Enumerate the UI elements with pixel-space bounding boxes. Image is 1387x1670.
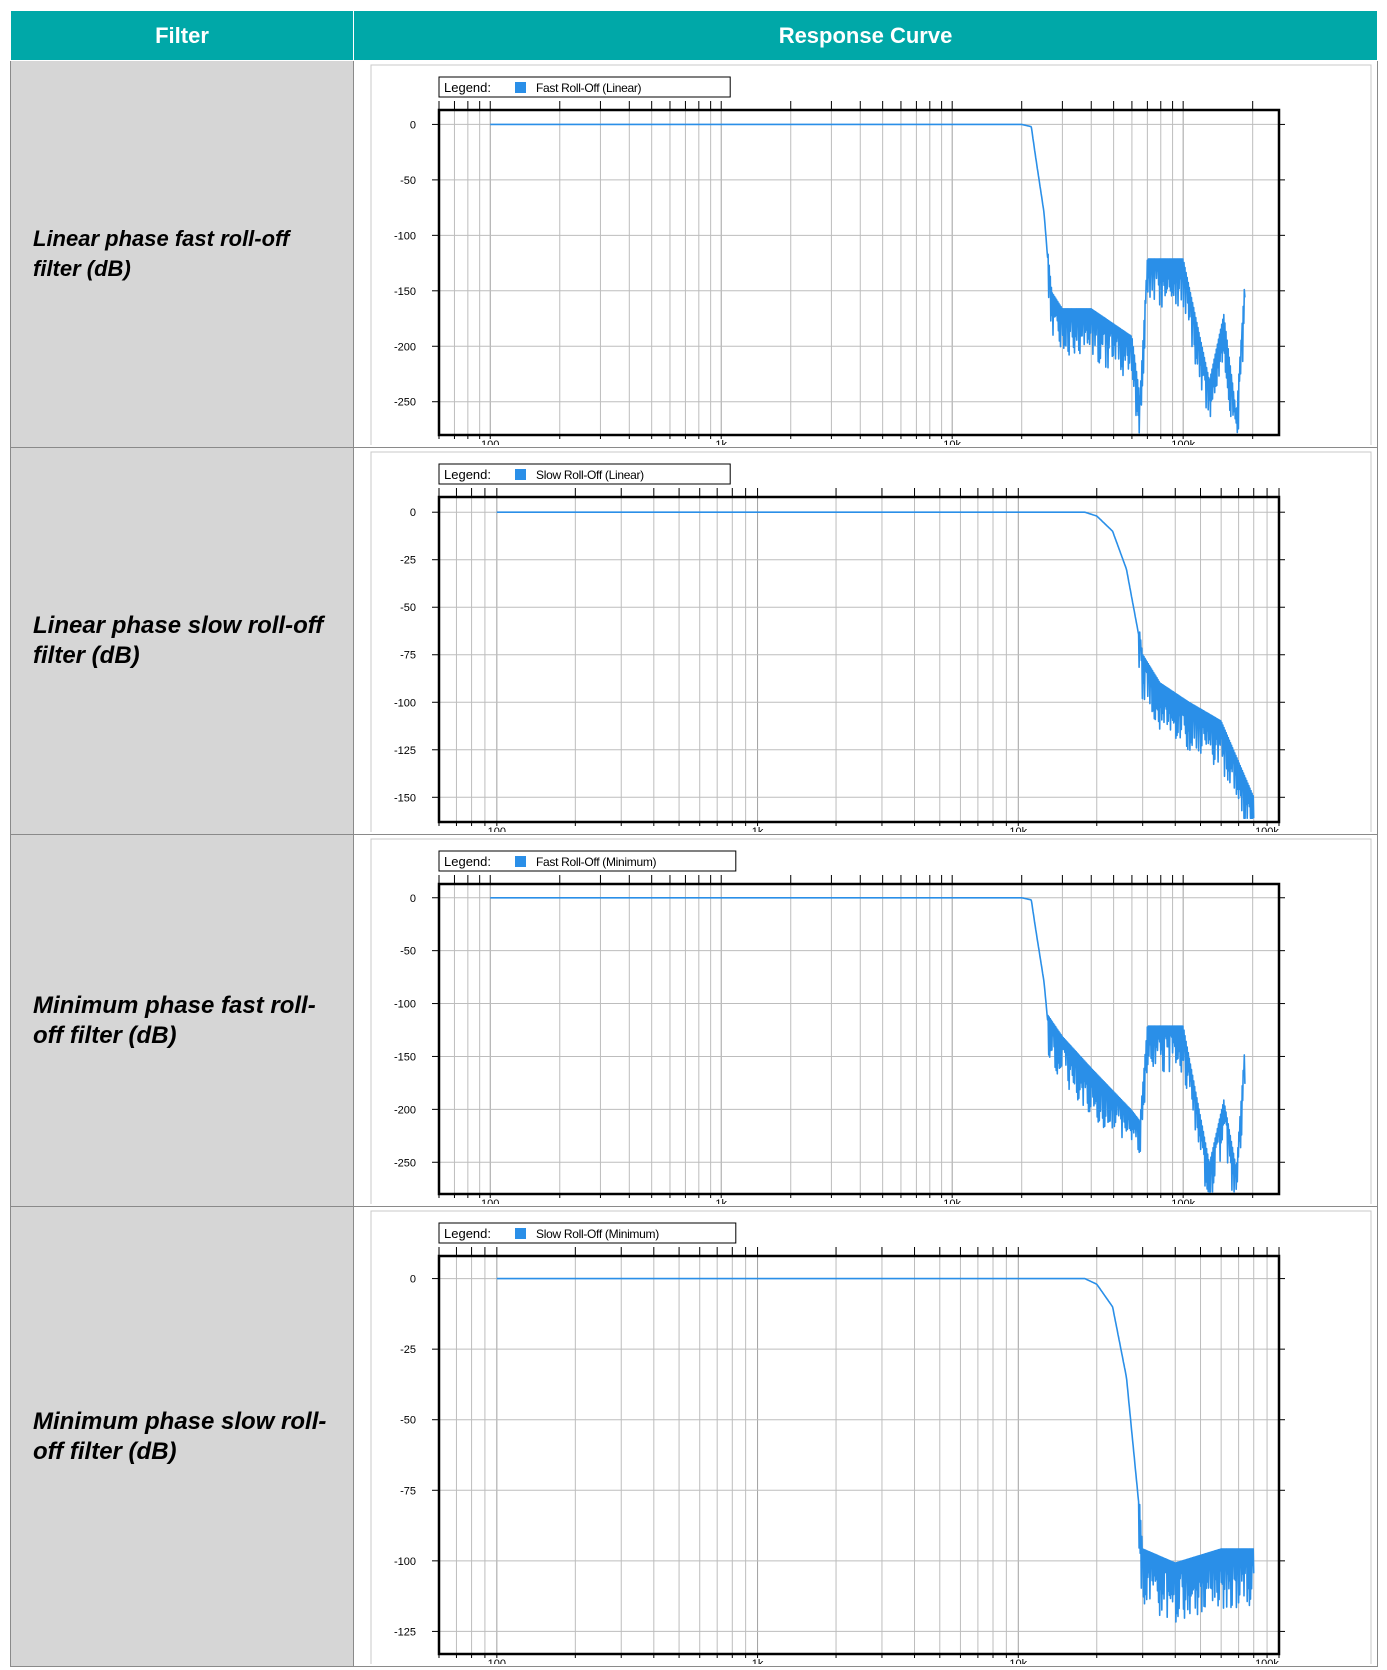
x-tick-label: 10k xyxy=(1009,826,1027,832)
chart-legend: Legend: Fast Roll-Off (Minimum) xyxy=(438,850,737,872)
x-tick-label: 100 xyxy=(481,1198,499,1204)
y-tick-label: 0 xyxy=(410,893,416,905)
y-tick-label: -150 xyxy=(394,1051,416,1063)
chart-legend: Legend: Slow Roll-Off (Minimum) xyxy=(438,1222,737,1244)
filter-name-cell: Minimum phase fast roll-off filter (dB) xyxy=(10,834,354,1207)
y-tick-label: 0 xyxy=(410,507,416,519)
chart-frame xyxy=(370,838,1372,1204)
y-tick-label: -125 xyxy=(394,1626,416,1638)
response-chart: 0 -50 -100 -150 -200 -250 100 1k 10k 100k Legend: F… xyxy=(370,838,1372,1204)
response-chart: 0 -25 -50 -75 -100 -125 -150 100 1k 10k 100k Legend… xyxy=(370,451,1372,832)
chart-frame xyxy=(370,1210,1372,1664)
y-tick-label: -100 xyxy=(394,1556,416,1568)
response-curve-line xyxy=(496,511,1255,819)
table-row: Linear phase fast roll-off filter (dB) 0… xyxy=(10,60,1378,448)
table-header-row: Filter Response Curve xyxy=(10,10,1378,61)
legend-series-name: Slow Roll-Off (Minimum) xyxy=(536,1227,659,1241)
plot-border xyxy=(437,108,1281,437)
plot-border xyxy=(437,495,1281,824)
filter-name-cell: Linear phase slow roll-off filter (dB) xyxy=(10,447,354,835)
chart-cell: 0 -25 -50 -75 -100 -125 -150 100 1k 10k 100k Legend… xyxy=(353,447,1378,835)
y-tick-label: -125 xyxy=(394,745,416,757)
y-tick-label: -50 xyxy=(400,602,416,614)
response-curve-line xyxy=(490,123,1246,434)
legend-series-name: Fast Roll-Off (Minimum) xyxy=(536,855,657,869)
x-tick-label: 100k xyxy=(1255,826,1279,832)
plot-border xyxy=(437,1254,1281,1656)
legend-swatch xyxy=(515,469,526,480)
response-chart: 0 -25 -50 -75 -100 -125 100 1k 10k 100k Legend: Slo… xyxy=(370,1210,1372,1664)
legend-series-name: Fast Roll-Off (Linear) xyxy=(536,81,642,95)
filter-response-table: Filter Response Curve Linear phase fast … xyxy=(10,10,1378,1667)
column-header-response-curve: Response Curve xyxy=(353,10,1378,61)
plot-border xyxy=(437,882,1281,1196)
legend-box xyxy=(438,1222,737,1244)
legend-swatch xyxy=(515,82,526,93)
chart-legend: Legend: Slow Roll-Off (Linear) xyxy=(438,463,731,485)
legend-box xyxy=(438,850,737,872)
y-tick-label: -75 xyxy=(400,1485,416,1497)
y-tick-label: -50 xyxy=(400,175,416,187)
y-tick-label: -50 xyxy=(400,1415,416,1427)
x-tick-label: 100 xyxy=(488,1658,506,1664)
y-tick-label: -75 xyxy=(400,650,416,662)
y-tick-label: -100 xyxy=(394,999,416,1011)
legend-box xyxy=(438,463,731,485)
chart-legend: Legend: Fast Roll-Off (Linear) xyxy=(438,76,731,98)
y-tick-label: 0 xyxy=(410,1274,416,1286)
x-tick-label: 1k xyxy=(752,1658,764,1664)
column-header-filter: Filter xyxy=(10,10,354,61)
table-row: Minimum phase fast roll-off filter (dB) … xyxy=(10,834,1378,1207)
legend-title: Legend: xyxy=(444,854,491,869)
chart-frame xyxy=(370,64,1372,445)
x-tick-label: 100 xyxy=(488,826,506,832)
y-tick-label: -150 xyxy=(394,286,416,298)
x-tick-label: 1k xyxy=(715,1198,727,1204)
legend-title: Legend: xyxy=(444,1226,491,1241)
y-tick-label: -150 xyxy=(394,792,416,804)
x-tick-label: 1k xyxy=(752,826,764,832)
y-tick-label: -100 xyxy=(394,230,416,242)
legend-title: Legend: xyxy=(444,80,491,95)
legend-box xyxy=(438,76,731,98)
x-tick-label: 10k xyxy=(943,439,961,445)
chart-cell: 0 -50 -100 -150 -200 -250 100 1k 10k 100k Legend: F… xyxy=(353,834,1378,1207)
filter-name-cell: Linear phase fast roll-off filter (dB) xyxy=(10,60,354,448)
x-tick-label: 100 xyxy=(481,439,499,445)
x-tick-label: 100k xyxy=(1171,439,1195,445)
response-curve-line xyxy=(490,897,1246,1193)
chart-cell: 0 -25 -50 -75 -100 -125 100 1k 10k 100k Legend: Slo… xyxy=(353,1206,1378,1667)
x-tick-label: 100k xyxy=(1255,1658,1279,1664)
legend-title: Legend: xyxy=(444,467,491,482)
x-tick-label: 10k xyxy=(1009,1658,1027,1664)
table-row: Linear phase slow roll-off filter (dB) 0… xyxy=(10,447,1378,835)
y-tick-label: -25 xyxy=(400,1344,416,1356)
response-curve-line xyxy=(496,1277,1255,1623)
x-tick-label: 100k xyxy=(1171,1198,1195,1204)
x-tick-label: 10k xyxy=(943,1198,961,1204)
y-tick-label: -250 xyxy=(394,1157,416,1169)
legend-swatch xyxy=(515,1228,526,1239)
y-tick-label: -50 xyxy=(400,946,416,958)
chart-cell: 0 -50 -100 -150 -200 -250 100 1k 10k 100k Legend: F… xyxy=(353,60,1378,448)
y-tick-label: -25 xyxy=(400,555,416,567)
table-row: Minimum phase slow roll-off filter (dB) … xyxy=(10,1206,1378,1667)
chart-frame xyxy=(370,451,1372,832)
filter-name-cell: Minimum phase slow roll-off filter (dB) xyxy=(10,1206,354,1667)
response-chart: 0 -50 -100 -150 -200 -250 100 1k 10k 100k Legend: F… xyxy=(370,64,1372,445)
y-tick-label: -100 xyxy=(394,697,416,709)
legend-swatch xyxy=(515,856,526,867)
x-tick-label: 1k xyxy=(715,439,727,445)
y-tick-label: -250 xyxy=(394,397,416,409)
y-tick-label: -200 xyxy=(394,1104,416,1116)
legend-series-name: Slow Roll-Off (Linear) xyxy=(536,468,644,482)
y-tick-label: 0 xyxy=(410,119,416,131)
y-tick-label: -200 xyxy=(394,341,416,353)
